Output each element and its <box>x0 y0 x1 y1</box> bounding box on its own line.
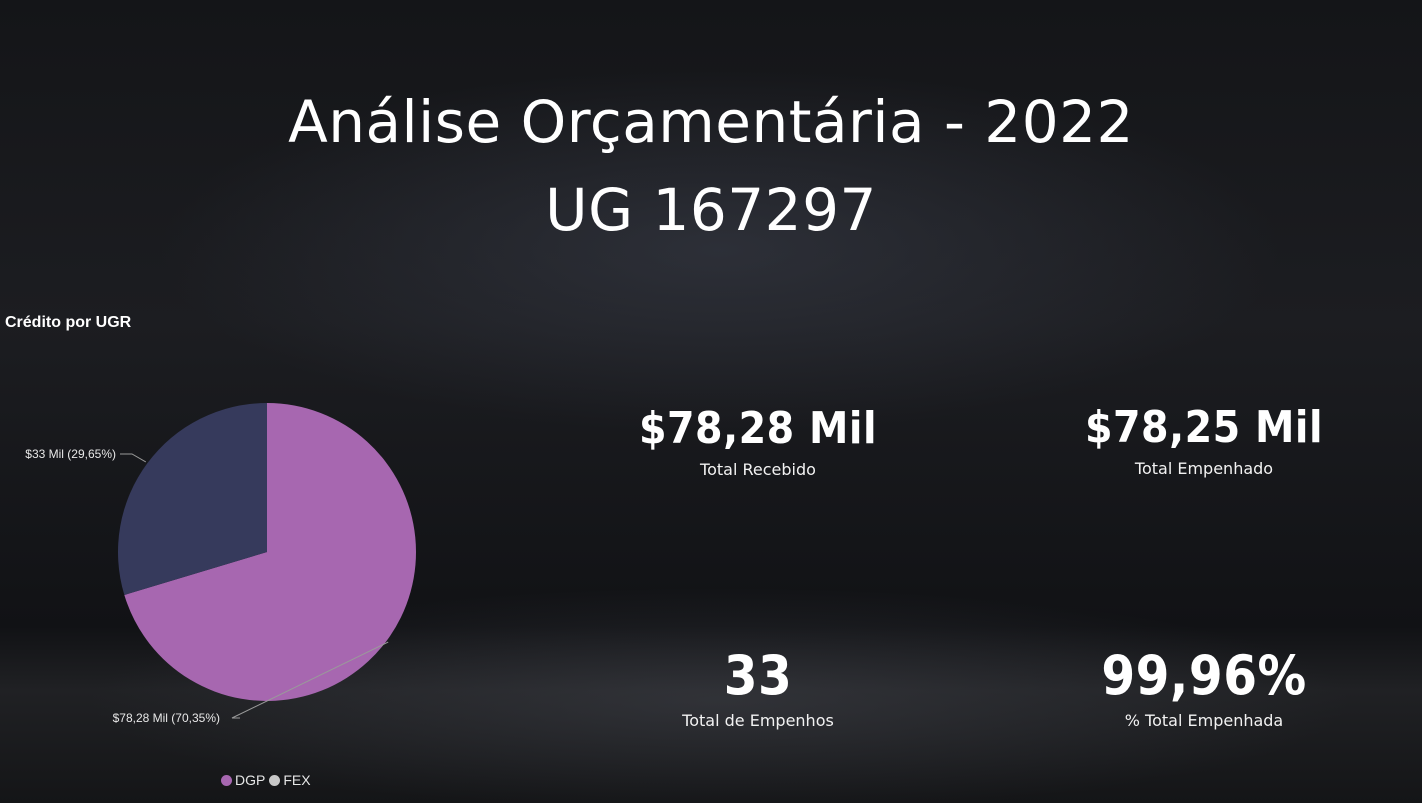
kpi-label: % Total Empenhada <box>1124 711 1284 730</box>
pie-leader-line-fex <box>120 453 147 463</box>
kpi-total-de-empenhos[interactable]: 33 Total de Empenhos <box>578 646 938 732</box>
kpi-label: Total Empenhado <box>1134 459 1274 478</box>
legend-dot-fex-icon <box>269 774 281 786</box>
page-title: Análise Orçamentária - 2022 UG 167297 <box>0 78 1422 254</box>
kpi-value: 33 <box>723 644 793 707</box>
pie-chart[interactable]: $78,28 Mil (70,35%) $33 Mil (29,65%) <box>0 380 460 740</box>
legend-item-dgp[interactable]: DGP <box>221 772 265 788</box>
kpi-total-empenhado[interactable]: $78,25 Mil Total Empenhado <box>1024 402 1384 480</box>
legend-item-fex[interactable]: FEX <box>269 772 311 788</box>
pie-slice-fex[interactable] <box>118 403 267 595</box>
kpi-label: Total Recebido <box>700 460 816 479</box>
pie-data-label-dgp: $78,28 Mil (70,35%) <box>113 711 220 725</box>
pie-data-label-fex: $33 Mil (29,65%) <box>25 447 116 461</box>
legend-label-dgp: DGP <box>235 772 266 788</box>
page-title-line-2: UG 167297 <box>545 176 877 244</box>
chart-legend: DGP FEX <box>221 772 311 788</box>
kpi-value: $78,25 Mil <box>1084 402 1324 453</box>
pie-slice-dgp[interactable] <box>124 403 417 701</box>
kpi-label: Total de Empenhos <box>682 711 834 730</box>
kpi-percent-total-empenhada[interactable]: 99,96% % Total Empenhada <box>1024 646 1384 732</box>
legend-dot-dgp-icon <box>221 774 232 786</box>
kpi-total-recebido[interactable]: $78,28 Mil Total Recebido <box>578 403 938 481</box>
legend-label-fex: FEX <box>283 772 311 788</box>
kpi-value: $78,28 Mil <box>638 403 878 454</box>
kpi-value: 99,96% <box>1101 644 1307 707</box>
pie-leader-line-dgp <box>231 641 389 719</box>
chart-title: Crédito por UGR <box>5 314 132 331</box>
page-title-line-1: Análise Orçamentária - 2022 <box>288 88 1134 156</box>
